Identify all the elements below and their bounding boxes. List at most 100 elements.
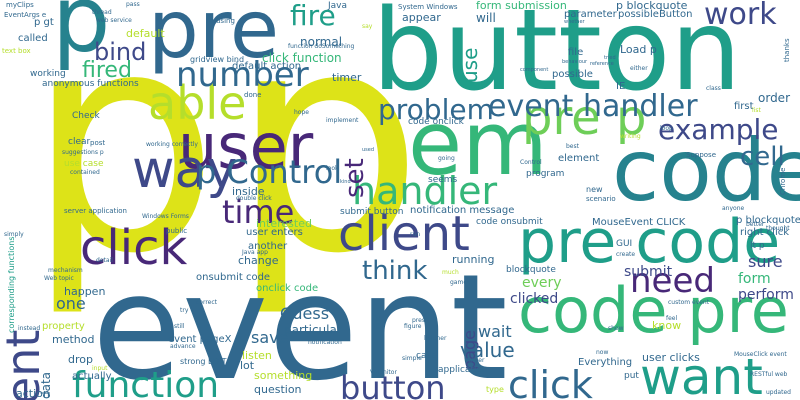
word-possible: possible: [552, 69, 593, 80]
word-client: client: [338, 206, 470, 262]
word-way: way: [132, 140, 238, 200]
word-timer: timer: [332, 71, 362, 84]
word-windows-forms: Windows Forms: [142, 213, 189, 220]
word-use: use: [458, 47, 482, 83]
word-thought: thought: [766, 225, 790, 232]
word-sure: sure: [748, 252, 783, 271]
word-want: want: [640, 348, 763, 400]
word-done: done: [244, 91, 262, 99]
word-happen: happen: [64, 285, 106, 298]
word-thread: thread: [92, 9, 112, 16]
word-normal: normal: [300, 35, 343, 49]
word-p-gt: p gt: [34, 17, 54, 28]
word-will: will: [476, 11, 496, 25]
word-correct: correct: [196, 299, 218, 306]
word-suppose: Suppose: [686, 151, 717, 159]
word-able: able: [148, 76, 247, 130]
word-user: user: [178, 110, 314, 183]
word-bind: bind: [94, 38, 147, 66]
word-say: say: [362, 23, 373, 30]
word-element: element: [558, 153, 600, 164]
word-chrome: Chrome: [779, 167, 787, 195]
word-find: find: [373, 313, 382, 329]
word-vmonitor: VMonitor: [370, 369, 397, 376]
word-wait: wait: [478, 322, 512, 341]
word-suggestions-p: suggestions p: [62, 149, 104, 156]
word-right-click: right click: [740, 227, 790, 238]
word-custom-event: custom event: [668, 299, 710, 306]
word-notification: notification: [308, 339, 342, 346]
word-working-correctly: working correctly: [146, 141, 198, 148]
word-user-clicks: user clicks: [642, 351, 700, 364]
word-control: Control: [520, 159, 542, 166]
word-much: much: [442, 269, 459, 276]
word-fire: fire: [290, 0, 336, 32]
word-need: need: [630, 261, 715, 301]
word-form-submission: form submission: [476, 0, 567, 12]
word-perform: perform: [738, 287, 794, 303]
word-writing: writing: [620, 133, 641, 140]
word-implement: implement: [326, 117, 359, 124]
word-p-big: p: [26, 0, 220, 320]
word-event-handler: event handler: [488, 89, 698, 124]
word-fired: fired: [82, 58, 132, 83]
word-p-top: p: [52, 0, 111, 73]
word-submit: submit: [624, 264, 673, 280]
word-change: change: [238, 254, 279, 267]
word-number: number: [176, 55, 309, 95]
word-lot: lot: [240, 359, 255, 372]
word-one: one: [56, 294, 86, 313]
word-program: program: [526, 169, 565, 179]
word-loop: loop: [660, 125, 673, 132]
word-load-p: Load p: [620, 43, 657, 56]
word-reference: reference: [590, 61, 614, 67]
word-rather: rather: [466, 357, 485, 364]
word-figure: figure: [404, 323, 422, 330]
word-clear: clear: [68, 137, 91, 147]
word-click-function: click function: [262, 51, 342, 65]
word-user-enters: user enters: [246, 227, 303, 238]
word-interested: interested: [256, 217, 312, 230]
word-action: action: [16, 387, 50, 400]
word-click-left: click: [80, 220, 188, 276]
word-inside: inside: [232, 185, 265, 198]
word-game: game: [450, 279, 468, 286]
word-particular: particular: [284, 323, 342, 337]
word-text-box: text box: [2, 47, 31, 55]
word-method: method: [52, 333, 95, 346]
word-event-pagex: event pageX: [168, 334, 232, 345]
word-seems: seems: [428, 175, 458, 185]
word-function-dosomething: function doSomething: [288, 43, 355, 50]
word-value: value: [460, 338, 515, 362]
word-corresponding-functions: corresponding functions: [7, 236, 16, 333]
word-put: put: [624, 371, 639, 381]
word-code-onclick: code onclick: [408, 117, 464, 127]
word-p-second: p: [230, 0, 424, 320]
word-cell: cell: [740, 142, 785, 172]
word-gui: GUI: [616, 239, 633, 249]
word-drop: drop: [68, 353, 93, 366]
word-form: form: [738, 271, 771, 287]
word-still: still: [174, 323, 185, 330]
word-handler: handler: [352, 169, 498, 213]
word-listener: listener: [424, 335, 447, 342]
word-default: default: [126, 27, 165, 40]
word-pre-top: pre: [148, 0, 280, 76]
word-something: something: [254, 369, 313, 382]
word-page: page: [460, 330, 479, 370]
word-updated: updated: [766, 389, 791, 396]
word-list: list: [752, 107, 761, 114]
word-hope: hope: [294, 109, 309, 116]
word-notification-message: notification message: [410, 205, 515, 216]
word-kind: kind: [340, 179, 351, 185]
word-every: every: [522, 275, 562, 291]
word-try: try: [180, 307, 189, 314]
word-think: think: [362, 256, 428, 286]
word-running: running: [452, 253, 495, 266]
word-problem: problem: [378, 93, 494, 126]
word-file: file: [568, 47, 584, 58]
word-event-bottom: event: [92, 243, 508, 400]
word-onsubmit-code: onsubmit code: [196, 272, 271, 283]
word-pre-p: pre p: [522, 90, 647, 146]
word-default-action: default action: [232, 61, 302, 72]
